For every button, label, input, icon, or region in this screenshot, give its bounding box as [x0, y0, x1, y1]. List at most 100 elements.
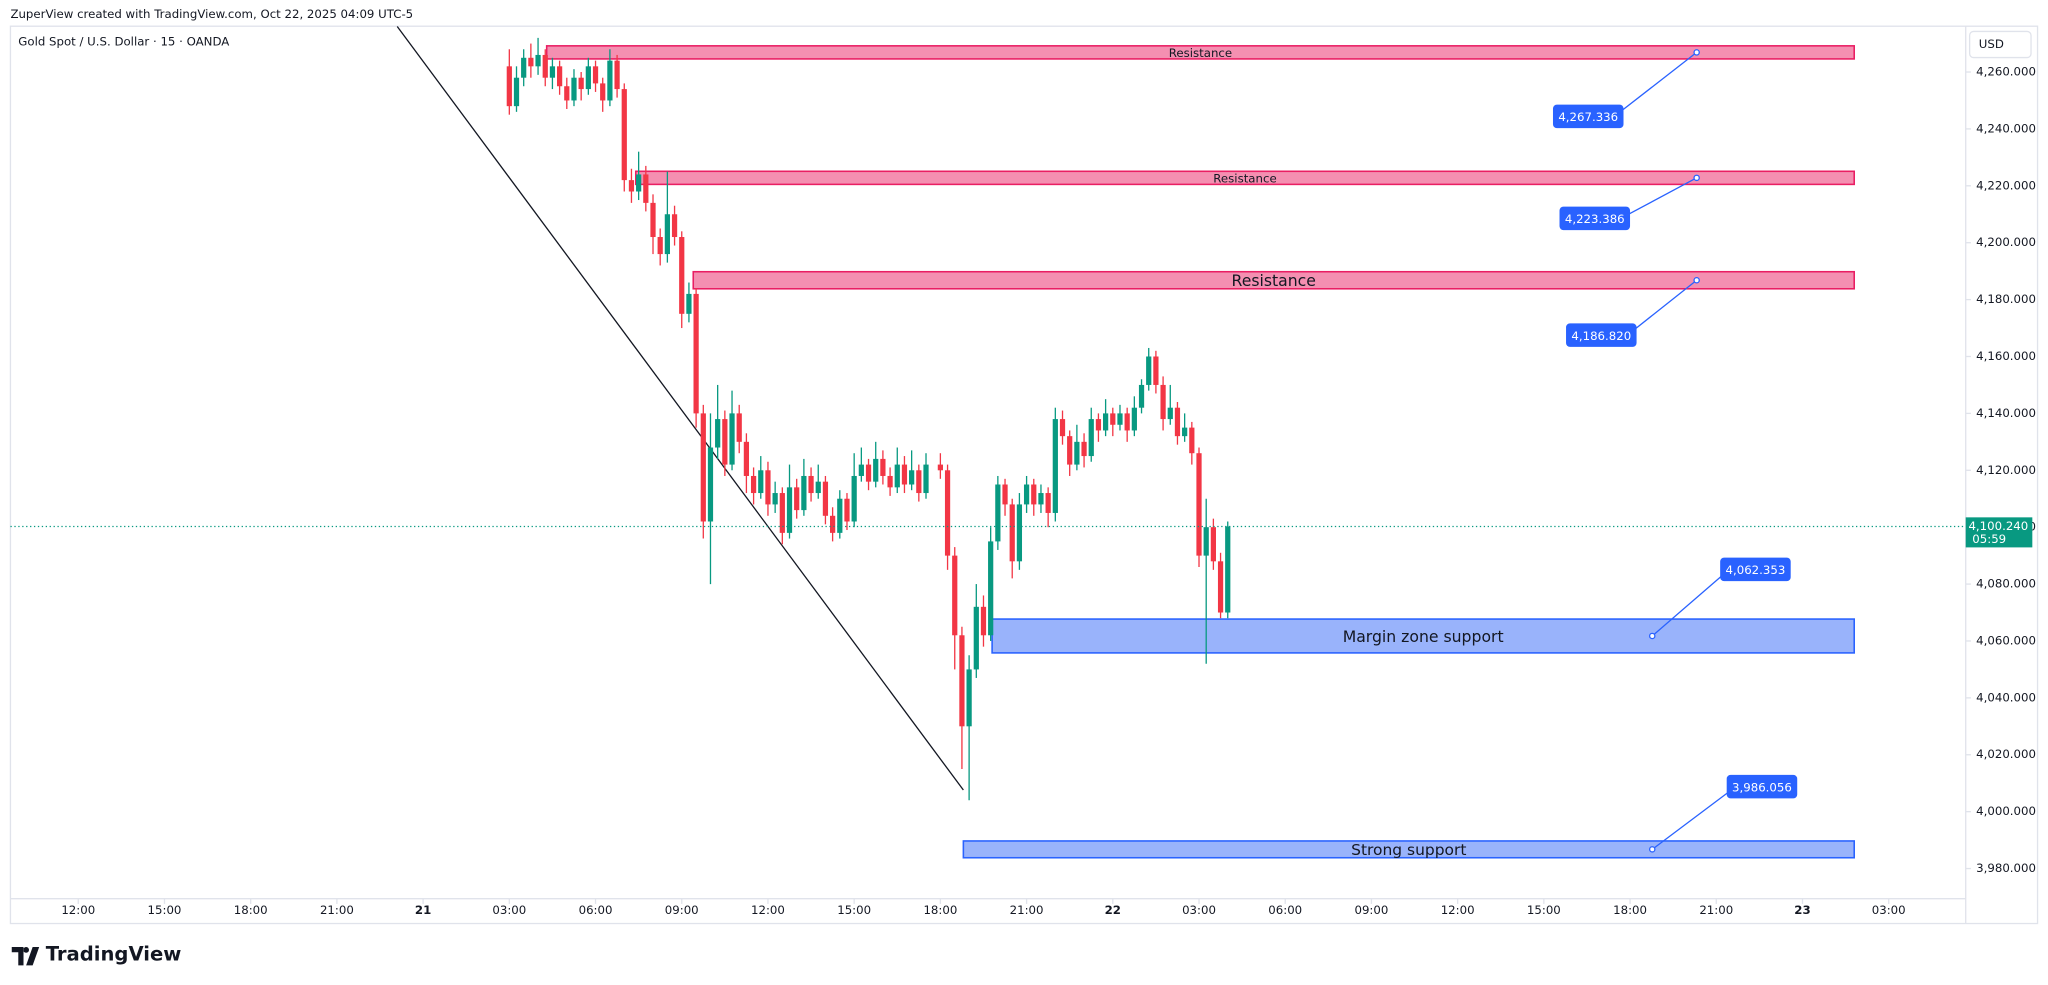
- candle-body: [973, 606, 979, 670]
- y-tick-label: 4,260.000: [1976, 65, 2036, 79]
- candle-body: [1059, 419, 1066, 437]
- y-tick-label: 4,000.000: [1976, 804, 2036, 818]
- candle-body: [880, 458, 886, 476]
- candle-body: [837, 498, 843, 533]
- candle-body: [614, 60, 620, 90]
- symbol-title: Gold Spot / U.S. Dollar · 15 · OANDA: [18, 34, 229, 48]
- x-tick-label: 21: [415, 903, 431, 917]
- logo-mark: [11, 947, 40, 966]
- candle-body: [851, 475, 857, 522]
- candle-body: [1009, 504, 1015, 562]
- candle-body: [750, 475, 757, 494]
- x-tick-label: 06:00: [1268, 903, 1302, 917]
- candle-body: [636, 174, 642, 192]
- candle-body: [815, 481, 821, 494]
- candle-body: [858, 464, 864, 476]
- candle-body: [1081, 441, 1087, 457]
- candle-body: [830, 515, 836, 533]
- x-tick-label: 15:00: [1527, 903, 1561, 917]
- callout-line: [1651, 568, 1730, 637]
- callout-label: 4,223.386: [1565, 212, 1625, 226]
- candle-body: [1138, 384, 1145, 408]
- zone-label: Resistance: [1169, 46, 1232, 60]
- callout-box: [1720, 557, 1791, 582]
- candle-body: [844, 498, 850, 522]
- candle-body: [772, 493, 778, 505]
- x-tick-label: 03:00: [1182, 903, 1216, 917]
- currency: USD: [1979, 37, 2004, 51]
- callout-box: [1552, 104, 1624, 129]
- callout-line: [1613, 51, 1698, 117]
- candle-body: [966, 669, 972, 727]
- candle-body: [959, 635, 965, 727]
- x-tick-label: 12:00: [1441, 903, 1475, 917]
- candle-body: [715, 419, 721, 448]
- candle-body: [707, 447, 714, 522]
- x-tick-label: 18:00: [234, 903, 268, 917]
- x-tick-label: 12:00: [61, 903, 95, 917]
- candle-body: [628, 180, 635, 192]
- candle-body: [643, 174, 649, 203]
- callout-line: [1651, 786, 1737, 850]
- candle-body: [1167, 407, 1173, 420]
- x-tick-label: 12:00: [751, 903, 785, 917]
- candle-body: [693, 293, 699, 414]
- candle-body: [564, 86, 570, 101]
- callout-anchor: [1693, 276, 1700, 284]
- candle-body: [736, 413, 742, 442]
- candle-body: [822, 481, 829, 516]
- candle-body: [952, 555, 958, 636]
- candle-body: [1023, 484, 1030, 505]
- x-tick-label: 21:00: [1010, 903, 1044, 917]
- callout-label: 4,186.820: [1571, 329, 1631, 343]
- y-tick-label: 4,140.000: [1976, 406, 2036, 420]
- candle-body: [1196, 453, 1202, 556]
- x-tick-label: 23: [1794, 903, 1810, 917]
- candle-body: [513, 77, 520, 107]
- candle-body: [506, 66, 512, 107]
- last-price-label: 4,100.240: [1968, 519, 2028, 533]
- callout-anchor: [1648, 846, 1656, 853]
- candle-body: [1217, 561, 1224, 613]
- candle-body: [944, 470, 951, 556]
- candle-body: [578, 77, 584, 90]
- candle-body: [1038, 493, 1044, 505]
- y-tick-label: 4,200.000: [1976, 235, 2036, 249]
- last-price-box: [1965, 517, 2033, 548]
- candle-body: [1189, 427, 1195, 454]
- brand-logo: TradingView: [11, 942, 181, 966]
- zone-label: Resistance: [1232, 271, 1316, 290]
- zone: [545, 45, 1855, 60]
- candle-body: [592, 66, 599, 84]
- x-tick-label: 22: [1105, 903, 1121, 917]
- candle-body: [1088, 419, 1094, 457]
- callout-label: 4,062.353: [1726, 563, 1786, 577]
- candle-body: [1117, 413, 1123, 425]
- candle-body: [808, 475, 814, 494]
- callout-box: [1559, 206, 1631, 231]
- candle-body: [571, 77, 577, 101]
- x-tick-label: 09:00: [1354, 903, 1388, 917]
- x-tick-label: 03:00: [492, 903, 526, 917]
- candle-body: [901, 464, 908, 485]
- zone: [962, 840, 1855, 859]
- candle-body: [557, 66, 563, 87]
- zone: [634, 170, 1855, 186]
- callout-anchor: [1648, 632, 1656, 640]
- candle-body: [671, 214, 678, 238]
- candle-body: [686, 293, 692, 314]
- candle-body: [765, 470, 771, 505]
- y-tick-label: 4,040.000: [1976, 690, 2036, 704]
- candle-body: [1174, 407, 1181, 437]
- candle-body: [980, 606, 987, 636]
- callout-box: [1566, 323, 1637, 347]
- currency-box: [1968, 30, 2032, 59]
- candle-body: [865, 464, 872, 482]
- candle-body: [1031, 484, 1037, 505]
- chart-frame: [9, 25, 2039, 925]
- candle-body: [894, 464, 900, 488]
- candle-body: [1225, 526, 1231, 613]
- x-tick-label: 18:00: [923, 903, 957, 917]
